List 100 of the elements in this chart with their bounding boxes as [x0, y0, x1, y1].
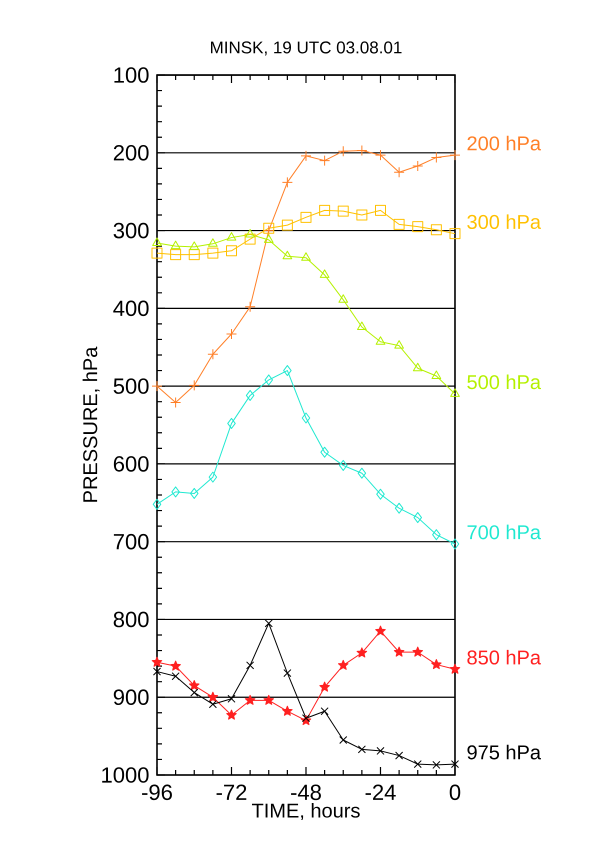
point — [358, 468, 366, 479]
y-tick-label: 400 — [113, 300, 149, 316]
point — [188, 680, 200, 690]
y-tick-label: 700 — [114, 534, 149, 550]
point — [227, 418, 236, 429]
point — [188, 380, 200, 391]
point — [358, 745, 366, 754]
point — [320, 707, 329, 716]
point — [338, 460, 348, 471]
point — [339, 736, 348, 744]
series-label: 975 hPa — [467, 744, 541, 760]
point — [263, 225, 274, 236]
point — [282, 220, 293, 231]
point — [432, 760, 440, 769]
point — [152, 248, 162, 259]
point — [208, 692, 218, 702]
point — [320, 446, 329, 458]
point — [300, 150, 312, 162]
point — [152, 668, 162, 676]
x-axis-title: TIME, hours — [252, 802, 360, 820]
point — [356, 210, 368, 221]
x-tick-label: -96 — [142, 784, 172, 800]
point — [244, 234, 256, 245]
point — [226, 232, 236, 241]
point — [394, 218, 405, 230]
point — [412, 221, 424, 232]
point — [374, 150, 386, 161]
point — [264, 234, 274, 243]
x-tick-label: 0 — [450, 784, 460, 800]
point — [338, 146, 349, 157]
point — [338, 294, 348, 303]
y-tick-label: 500 — [114, 378, 149, 394]
point — [319, 204, 330, 216]
y-tick-label: 1000 — [102, 767, 149, 783]
x-tick-label: -72 — [216, 784, 246, 800]
point — [152, 380, 162, 392]
series-label: 500 hPa — [467, 374, 541, 390]
point — [152, 498, 162, 510]
x-tick-label: -24 — [366, 784, 396, 800]
y-tick-label: 800 — [114, 612, 149, 628]
point — [282, 250, 292, 260]
point — [302, 714, 310, 722]
chart-title: MINSK, 19 UTC 03.08.01 — [211, 41, 402, 56]
point — [450, 388, 460, 397]
point — [170, 660, 181, 671]
point — [412, 646, 423, 657]
point — [244, 301, 256, 312]
point — [450, 760, 460, 768]
point — [190, 488, 198, 499]
point — [374, 204, 386, 216]
point — [263, 694, 274, 705]
point — [170, 240, 180, 250]
point — [226, 328, 237, 340]
point — [430, 224, 442, 236]
point — [394, 166, 405, 178]
point — [356, 647, 368, 658]
point — [208, 472, 218, 483]
point — [172, 672, 180, 680]
point — [152, 238, 162, 246]
point — [376, 488, 385, 500]
point — [208, 238, 218, 247]
point — [431, 659, 442, 670]
y-tick-label: 600 — [114, 456, 149, 472]
point — [376, 746, 385, 755]
y-tick-label: 100 — [114, 67, 149, 83]
point — [432, 529, 441, 540]
point — [320, 269, 330, 278]
point — [376, 336, 386, 345]
y-tick-label: 900 — [114, 689, 149, 706]
point — [430, 152, 442, 163]
point — [450, 538, 460, 550]
point — [171, 486, 180, 498]
series-label: 850 hPa — [467, 650, 541, 665]
point — [449, 150, 460, 161]
point — [375, 626, 386, 636]
point — [300, 212, 312, 223]
point — [282, 176, 293, 188]
point — [283, 669, 292, 678]
point — [207, 348, 218, 360]
point — [263, 222, 274, 234]
point — [264, 619, 273, 628]
series-label: 200 hPa — [468, 136, 541, 150]
point — [319, 682, 330, 692]
point — [207, 248, 218, 259]
point — [394, 502, 404, 514]
point — [338, 206, 349, 217]
point — [412, 362, 423, 372]
point — [356, 144, 368, 156]
point — [449, 228, 460, 240]
x-tick-label: -48 — [291, 784, 321, 800]
point — [244, 694, 256, 705]
point — [394, 646, 404, 657]
point — [264, 374, 273, 386]
point — [301, 252, 311, 261]
y-tick-label: 200 — [114, 144, 149, 161]
point — [412, 160, 424, 172]
point — [319, 155, 330, 166]
point — [395, 752, 404, 760]
series-label: 300 hPa — [467, 214, 541, 230]
point — [170, 249, 182, 260]
